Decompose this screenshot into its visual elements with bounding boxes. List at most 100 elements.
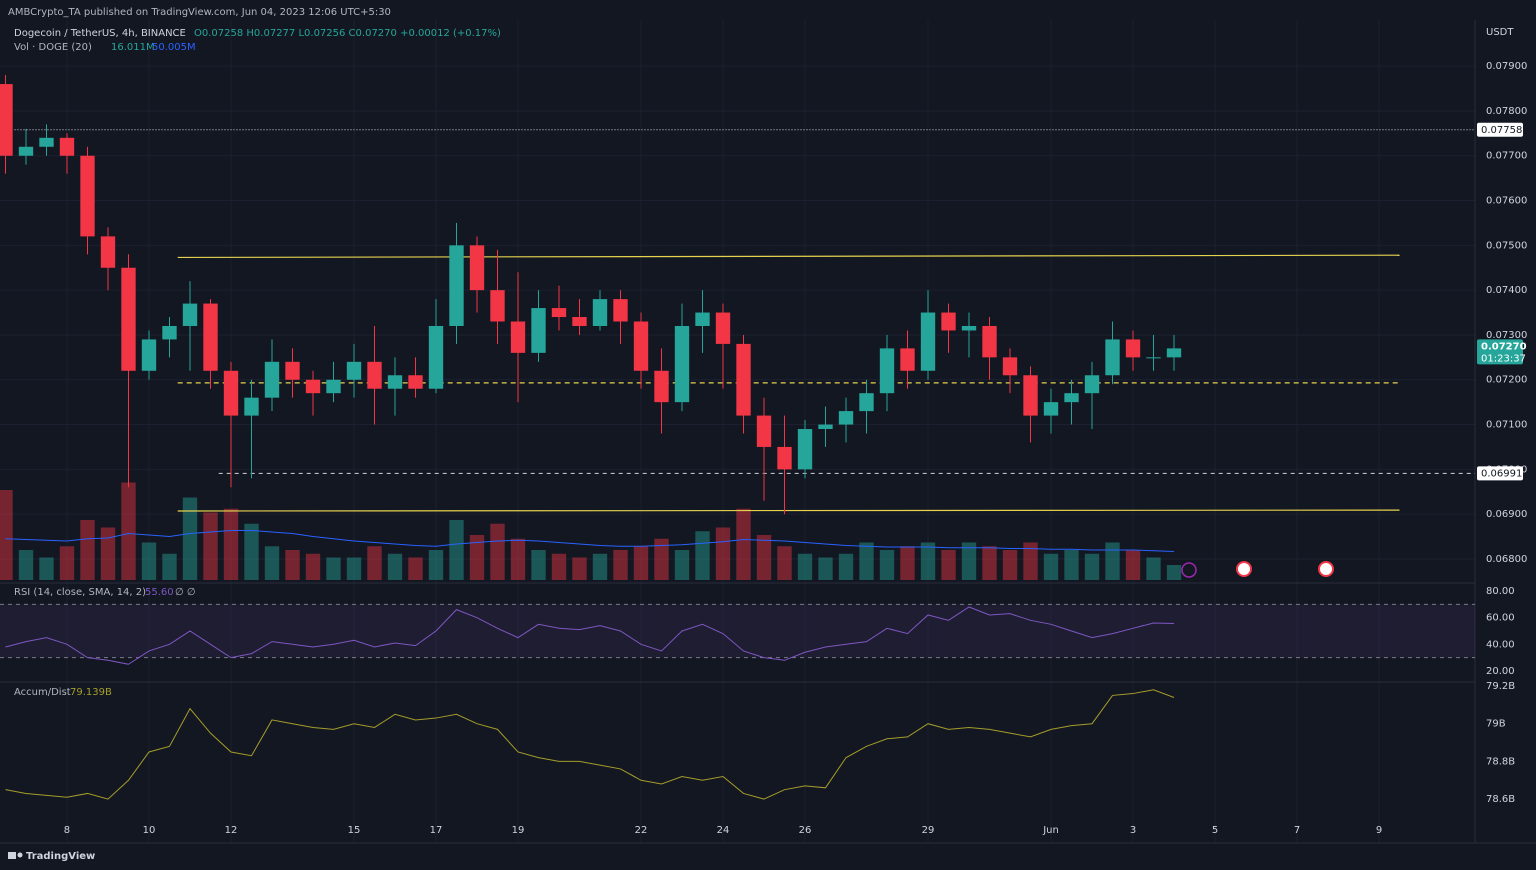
volume-bar <box>80 520 95 580</box>
candle-body <box>777 446 792 470</box>
last-price-box <box>1477 339 1523 365</box>
candle-body <box>428 325 444 389</box>
y-tick-label: 0.07100 <box>1486 420 1527 431</box>
candle-body <box>203 303 218 371</box>
event-icon[interactable] <box>1236 561 1252 577</box>
volume-bar <box>838 553 854 580</box>
volume-bar <box>572 557 587 580</box>
candle-body <box>367 361 382 389</box>
y-tick-label: 0.07200 <box>1486 375 1527 386</box>
volume-bar <box>592 553 608 580</box>
x-tick-label: 24 <box>717 825 730 836</box>
price-label-box <box>1477 466 1523 481</box>
candle-body <box>264 361 280 398</box>
candle-body <box>736 343 751 416</box>
candle-body <box>449 245 464 326</box>
volume-bar <box>736 508 751 580</box>
candle-body <box>490 290 505 322</box>
candle-body <box>0 84 13 156</box>
candle-body <box>674 325 690 403</box>
volume-bar <box>244 523 259 580</box>
ad-tick-label: 78.6B <box>1486 794 1515 805</box>
volume-bar <box>1166 565 1182 580</box>
volume-bar <box>1084 553 1100 580</box>
volume-bar <box>674 550 690 580</box>
rsi-tick-label: 60.00 <box>1486 613 1515 624</box>
x-tick-label: 26 <box>799 825 812 836</box>
x-tick-label: 5 <box>1212 825 1218 836</box>
y-tick-label: 0.07400 <box>1486 285 1527 296</box>
candle-body <box>510 321 526 353</box>
candle-body <box>408 375 423 389</box>
candle-body <box>1002 357 1018 376</box>
ad-line <box>5 689 1175 800</box>
rsi-line <box>5 606 1175 665</box>
event-icon[interactable] <box>1181 562 1197 578</box>
candle-body <box>879 348 895 394</box>
last-price-label: 0.07270 <box>1481 341 1527 352</box>
y-tick-label: 0.06800 <box>1486 554 1527 565</box>
volume-bar <box>469 535 485 580</box>
candle-body <box>572 317 587 326</box>
x-tick-label: 10 <box>143 825 156 836</box>
candle-body <box>244 397 259 416</box>
chart-title: Dogecoin / TetherUS, 4h, BINANCE <box>14 28 186 39</box>
candle-body <box>346 361 362 380</box>
volume-ma-line <box>5 530 1175 552</box>
candle-body <box>1105 339 1120 376</box>
x-tick-label: 8 <box>64 825 70 836</box>
volume-bar <box>1043 553 1059 580</box>
currency: USDT <box>1486 27 1514 38</box>
ad-tick-label: 79.2B <box>1486 681 1515 692</box>
volume-bar <box>1064 550 1079 580</box>
volume-bar <box>0 490 13 580</box>
volume-bar <box>121 482 136 580</box>
volume-bar <box>367 546 382 580</box>
volume-bar <box>982 546 997 580</box>
x-tick-label: 15 <box>348 825 361 836</box>
countdown: 01:23:37 <box>1481 353 1526 364</box>
rsi-tick-label: 80.00 <box>1486 586 1515 597</box>
candle-body <box>1125 339 1141 358</box>
candle-body <box>223 370 239 416</box>
volume-bar <box>346 557 362 580</box>
volume-bar <box>510 538 526 580</box>
volume-ma-value: 50.005M <box>152 42 196 53</box>
volume-bar <box>59 546 75 580</box>
trend-line <box>177 254 1400 259</box>
candle-body <box>1023 375 1038 416</box>
volume-bar <box>1146 557 1161 580</box>
volume-bar <box>941 550 956 580</box>
event-icons <box>1181 561 1334 578</box>
event-icon[interactable] <box>1318 561 1334 577</box>
volume-bar <box>100 527 116 580</box>
volume-bar <box>264 546 280 580</box>
volume-bar <box>408 557 423 580</box>
volume-bar <box>285 550 300 580</box>
volume-bar <box>326 557 341 580</box>
x-tick-label: 7 <box>1294 825 1300 836</box>
volume-bar <box>1002 550 1018 580</box>
candle-body <box>920 312 936 371</box>
candle-body <box>982 325 997 358</box>
candle-body <box>633 321 649 371</box>
volume-bar <box>1105 542 1120 580</box>
candle-body <box>900 348 915 371</box>
price-label: 0.07758 <box>1481 125 1522 136</box>
volume-bar <box>818 557 833 580</box>
candle-body <box>285 361 300 380</box>
ad-tick-label: 78.8B <box>1486 756 1515 767</box>
candle-body <box>141 339 157 371</box>
candle-body <box>715 312 731 344</box>
candle-body <box>305 379 321 394</box>
x-tick-label: Jun <box>1042 825 1059 836</box>
volume-bar <box>1023 542 1038 580</box>
y-tick-label: 0.07900 <box>1486 61 1527 72</box>
volume-bar <box>695 531 710 580</box>
y-tick-label: 0.07600 <box>1486 196 1527 207</box>
volume-bar <box>961 542 977 580</box>
candle-body <box>961 325 977 331</box>
candle-body <box>387 375 403 389</box>
candle-body <box>551 308 567 318</box>
candle-body <box>1084 375 1100 394</box>
